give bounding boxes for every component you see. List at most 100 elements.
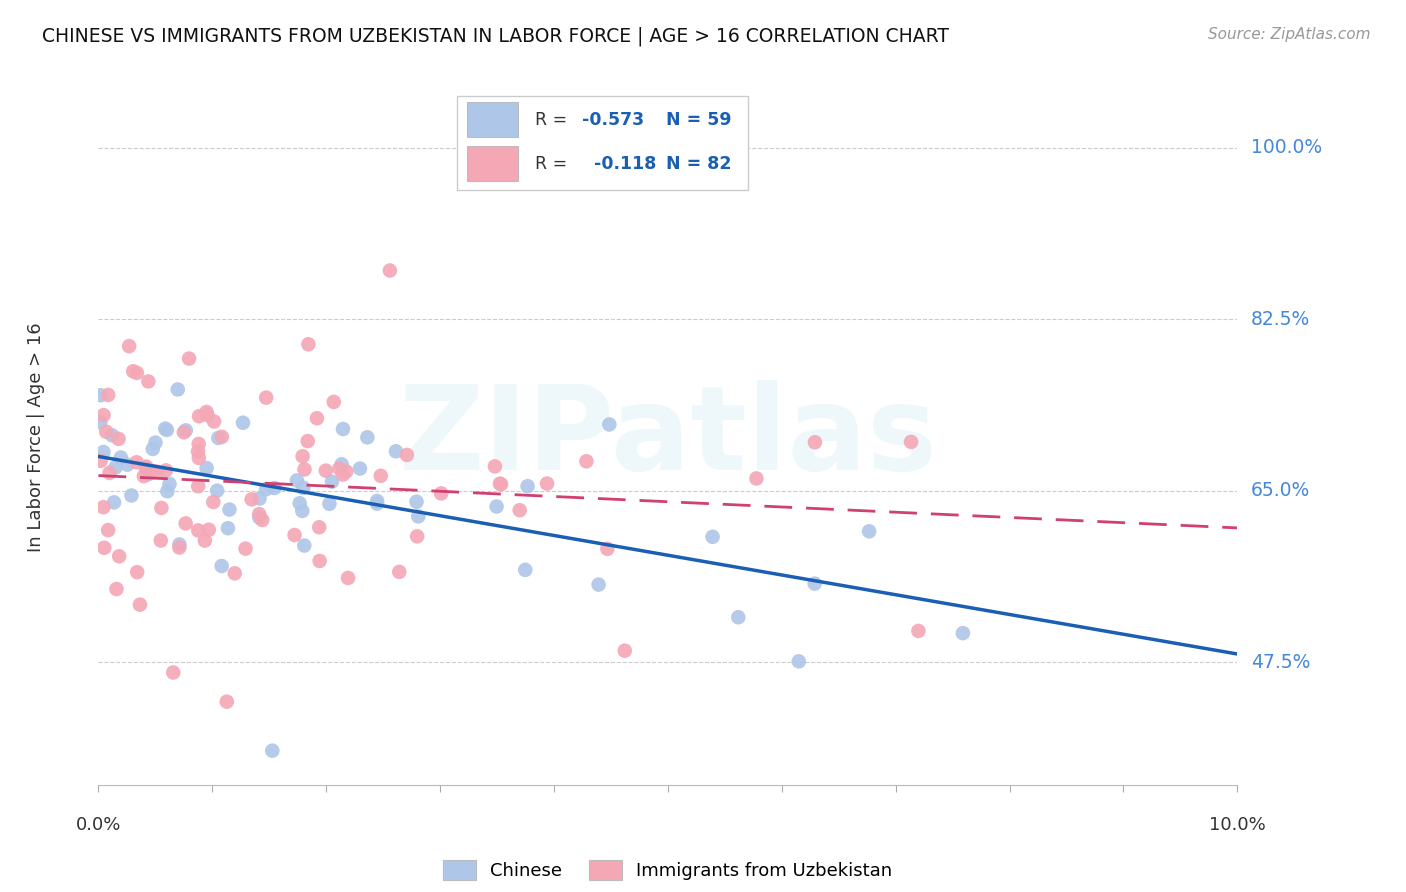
Point — [217, 521, 239, 535]
Point — [330, 458, 353, 472]
Point — [197, 408, 219, 422]
Point — [322, 395, 344, 409]
Point — [127, 565, 149, 579]
Point — [169, 537, 191, 551]
Point — [332, 467, 354, 482]
Point — [328, 461, 350, 475]
Text: R =: R = — [534, 155, 578, 173]
Point — [187, 479, 209, 493]
Point — [224, 566, 246, 581]
Point — [155, 463, 177, 477]
Point — [104, 460, 127, 475]
Point — [745, 471, 768, 485]
Point — [93, 445, 115, 459]
Point — [702, 530, 724, 544]
Text: N = 59: N = 59 — [665, 111, 731, 128]
Point — [803, 576, 825, 591]
Point — [211, 430, 233, 444]
Point — [292, 481, 315, 495]
Point — [378, 263, 401, 277]
Point — [263, 481, 285, 495]
Point — [388, 565, 411, 579]
Point — [125, 455, 148, 469]
Point — [93, 541, 115, 555]
Point — [575, 454, 598, 468]
FancyBboxPatch shape — [467, 103, 517, 137]
Point — [727, 610, 749, 624]
Point — [516, 479, 538, 493]
Point — [90, 454, 112, 468]
Point — [515, 563, 537, 577]
Point — [285, 474, 308, 488]
Point — [118, 339, 141, 353]
Point — [202, 495, 225, 509]
Point — [138, 467, 160, 481]
Point — [97, 523, 120, 537]
Point — [598, 417, 620, 432]
Text: 10.0%: 10.0% — [1209, 816, 1265, 834]
Point — [174, 516, 197, 531]
Text: R =: R = — [534, 111, 572, 128]
Point — [385, 444, 408, 458]
Point — [107, 432, 129, 446]
Point — [132, 469, 155, 483]
Point — [135, 459, 157, 474]
Point — [858, 524, 880, 539]
Point — [103, 495, 125, 509]
Point — [370, 468, 392, 483]
Point — [166, 383, 188, 397]
Point — [332, 422, 354, 436]
Text: 47.5%: 47.5% — [1251, 653, 1310, 672]
Point — [254, 391, 277, 405]
Text: 65.0%: 65.0% — [1251, 482, 1310, 500]
Point — [187, 437, 209, 451]
Point — [134, 460, 156, 475]
Point — [787, 654, 810, 668]
Point — [315, 464, 337, 478]
Point — [215, 695, 238, 709]
Point — [169, 541, 191, 555]
Point — [97, 388, 120, 402]
Point — [509, 503, 531, 517]
Point — [335, 465, 357, 479]
Point — [205, 483, 228, 498]
Point — [952, 626, 974, 640]
Point — [804, 435, 827, 450]
Point — [288, 496, 311, 510]
Point — [96, 425, 118, 439]
Point — [194, 533, 217, 548]
Point — [283, 528, 305, 542]
Text: Source: ZipAtlas.com: Source: ZipAtlas.com — [1208, 27, 1371, 42]
FancyBboxPatch shape — [467, 146, 517, 181]
Point — [149, 533, 172, 548]
Point — [356, 430, 378, 444]
Point — [177, 351, 200, 366]
Point — [406, 529, 429, 543]
Point — [318, 497, 340, 511]
Point — [156, 484, 179, 499]
Point — [321, 475, 343, 489]
Point — [297, 434, 319, 449]
Text: CHINESE VS IMMIGRANTS FROM UZBEKISTAN IN LABOR FORCE | AGE > 16 CORRELATION CHAR: CHINESE VS IMMIGRANTS FROM UZBEKISTAN IN… — [42, 27, 949, 46]
Point — [484, 459, 506, 474]
Point — [129, 598, 152, 612]
Point — [366, 494, 388, 508]
Point — [188, 409, 211, 424]
Point — [489, 477, 512, 491]
Point — [156, 423, 179, 437]
Point — [613, 643, 636, 657]
Point — [297, 337, 319, 351]
Point — [117, 458, 139, 472]
Point — [195, 461, 218, 475]
Point — [93, 408, 115, 422]
Point — [93, 500, 115, 515]
Point — [136, 375, 159, 389]
Text: -0.573: -0.573 — [582, 111, 644, 128]
Point — [187, 524, 209, 538]
Point — [110, 450, 132, 465]
Text: N = 82: N = 82 — [665, 155, 731, 173]
Point — [232, 416, 254, 430]
Point — [159, 476, 181, 491]
Point — [195, 405, 218, 419]
Point — [173, 425, 195, 440]
